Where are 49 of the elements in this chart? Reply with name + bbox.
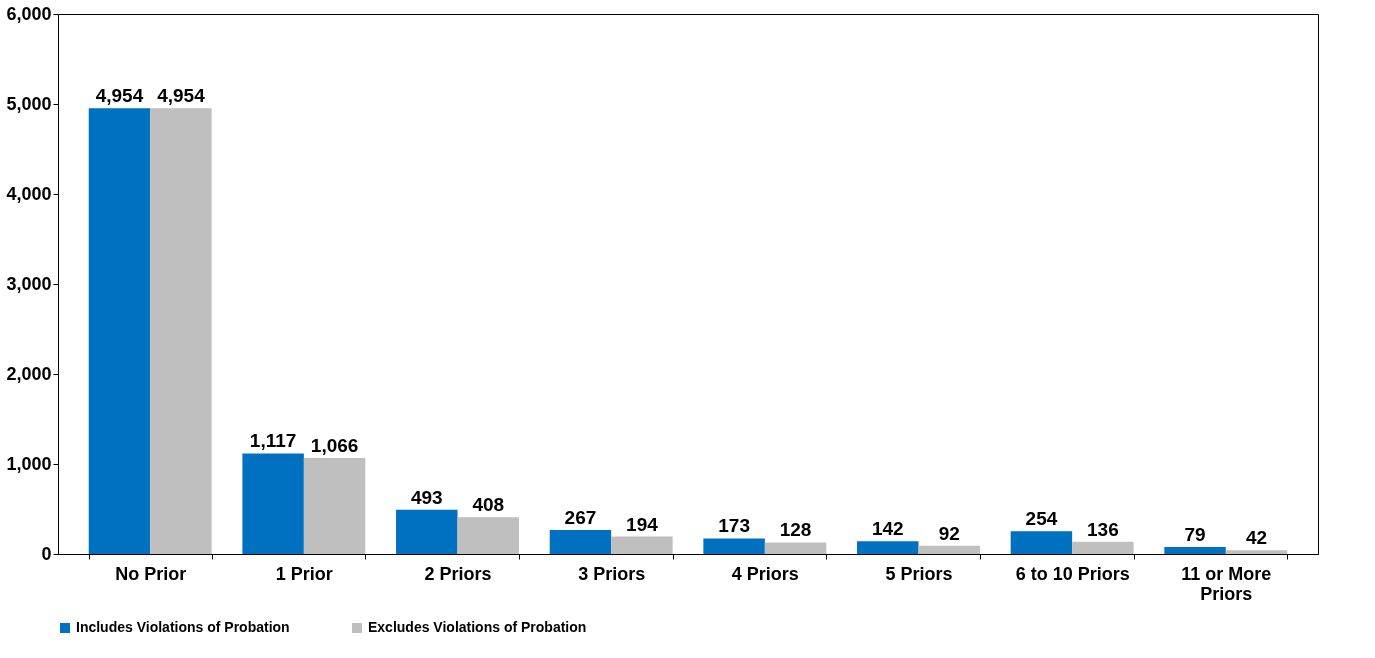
x-tick-label: 5 Priors bbox=[885, 563, 953, 584]
bar bbox=[1072, 541, 1134, 554]
x-tick-label: 11 or More Priors bbox=[1181, 563, 1272, 604]
bar bbox=[150, 108, 212, 554]
data-label: 408 bbox=[472, 494, 505, 516]
x-tick-label: 4 Priors bbox=[731, 563, 799, 584]
data-label: 194 bbox=[626, 513, 659, 535]
y-tick-label: 6,000 bbox=[6, 3, 52, 24]
data-label: 1,066 bbox=[310, 435, 359, 457]
data-label: 267 bbox=[564, 506, 597, 528]
data-label: 128 bbox=[779, 519, 812, 541]
data-label: 254 bbox=[1025, 508, 1058, 530]
bar bbox=[857, 541, 919, 554]
legend-label: Includes Violations of Probation bbox=[76, 619, 290, 635]
bar bbox=[303, 458, 366, 554]
bar bbox=[611, 536, 673, 554]
x-tick-label: 2 Priors bbox=[424, 563, 492, 584]
y-tick-label: 0 bbox=[41, 543, 52, 564]
y-tick-label: 3,000 bbox=[6, 273, 52, 294]
x-tick-label: 6 to 10 Priors bbox=[1015, 563, 1130, 584]
y-tick-label: 1,000 bbox=[6, 453, 52, 474]
x-tick-label: 3 Priors bbox=[578, 563, 646, 584]
bar bbox=[88, 108, 151, 554]
data-label: 136 bbox=[1087, 518, 1119, 540]
y-tick-label: 4,000 bbox=[6, 183, 52, 204]
y-tick-label: 2,000 bbox=[6, 363, 52, 384]
data-label: 4,954 bbox=[95, 85, 144, 107]
data-label: 92 bbox=[938, 522, 960, 544]
bar bbox=[1010, 531, 1073, 554]
x-tick-label: 1 Prior bbox=[275, 563, 333, 584]
x-tick-label: No Prior bbox=[115, 563, 187, 584]
data-label: 4,954 bbox=[157, 85, 206, 107]
data-label: 42 bbox=[1245, 527, 1268, 549]
bar bbox=[549, 529, 612, 554]
bar bbox=[764, 542, 827, 554]
data-label: 142 bbox=[871, 518, 904, 540]
data-label: 173 bbox=[718, 515, 750, 537]
data-label: 493 bbox=[410, 486, 443, 508]
bar bbox=[918, 545, 980, 554]
data-label: 1,117 bbox=[249, 430, 297, 452]
bar bbox=[1225, 550, 1288, 554]
bar bbox=[703, 538, 765, 554]
bar bbox=[457, 517, 519, 554]
bar bbox=[242, 453, 304, 554]
y-tick-label: 5,000 bbox=[6, 93, 52, 114]
data-label: 79 bbox=[1184, 523, 1206, 545]
legend-label: Excludes Violations of Probation bbox=[368, 619, 587, 635]
bar bbox=[1164, 546, 1226, 554]
bar bbox=[396, 509, 458, 554]
